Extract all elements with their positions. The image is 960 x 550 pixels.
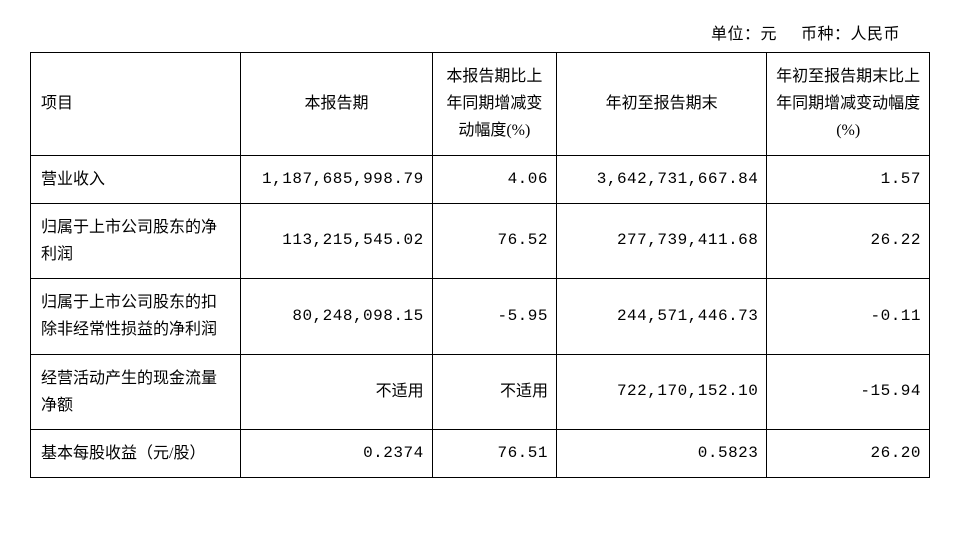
- col-header-ytd: 年初至报告期末: [556, 53, 766, 156]
- row-current-period: 80,248,098.15: [241, 279, 432, 354]
- col-header-item: 项目: [31, 53, 241, 156]
- row-ytd: 244,571,446.73: [556, 279, 766, 354]
- row-ytd-change: 26.22: [767, 203, 930, 278]
- row-period-change: 76.52: [432, 203, 556, 278]
- row-ytd: 722,170,152.10: [556, 354, 766, 429]
- unit-label: 单位：: [711, 26, 761, 43]
- table-row: 经营活动产生的现金流量净额 不适用 不适用 722,170,152.10 -15…: [31, 354, 930, 429]
- row-item-label: 基本每股收益（元/股）: [31, 429, 241, 477]
- table-row: 营业收入 1,187,685,998.79 4.06 3,642,731,667…: [31, 155, 930, 203]
- row-item-label: 营业收入: [31, 155, 241, 203]
- financial-summary-table: 项目 本报告期 本报告期比上年同期增减变动幅度(%) 年初至报告期末 年初至报告…: [30, 52, 930, 478]
- table-row: 归属于上市公司股东的净利润 113,215,545.02 76.52 277,7…: [31, 203, 930, 278]
- table-row: 基本每股收益（元/股） 0.2374 76.51 0.5823 26.20: [31, 429, 930, 477]
- row-period-change: 76.51: [432, 429, 556, 477]
- row-ytd-change: 1.57: [767, 155, 930, 203]
- row-ytd: 277,739,411.68: [556, 203, 766, 278]
- row-ytd-change: -0.11: [767, 279, 930, 354]
- unit-currency-line: 单位：元 币种：人民币: [30, 20, 930, 44]
- row-period-change: 4.06: [432, 155, 556, 203]
- currency-label: 币种：: [801, 26, 851, 43]
- row-ytd-change: 26.20: [767, 429, 930, 477]
- row-item-label: 归属于上市公司股东的扣除非经常性损益的净利润: [31, 279, 241, 354]
- row-current-period: 1,187,685,998.79: [241, 155, 432, 203]
- row-ytd: 0.5823: [556, 429, 766, 477]
- currency-value: 人民币: [850, 26, 900, 43]
- row-ytd: 3,642,731,667.84: [556, 155, 766, 203]
- col-header-period-change: 本报告期比上年同期增减变动幅度(%): [432, 53, 556, 156]
- row-period-change: 不适用: [432, 354, 556, 429]
- row-item-label: 归属于上市公司股东的净利润: [31, 203, 241, 278]
- row-ytd-change: -15.94: [767, 354, 930, 429]
- row-current-period: 不适用: [241, 354, 432, 429]
- col-header-ytd-change: 年初至报告期末比上年同期增减变动幅度(%): [767, 53, 930, 156]
- row-current-period: 113,215,545.02: [241, 203, 432, 278]
- col-header-current-period: 本报告期: [241, 53, 432, 156]
- row-period-change: -5.95: [432, 279, 556, 354]
- row-item-label: 经营活动产生的现金流量净额: [31, 354, 241, 429]
- unit-value: 元: [760, 26, 777, 43]
- table-header-row: 项目 本报告期 本报告期比上年同期增减变动幅度(%) 年初至报告期末 年初至报告…: [31, 53, 930, 156]
- table-row: 归属于上市公司股东的扣除非经常性损益的净利润 80,248,098.15 -5.…: [31, 279, 930, 354]
- row-current-period: 0.2374: [241, 429, 432, 477]
